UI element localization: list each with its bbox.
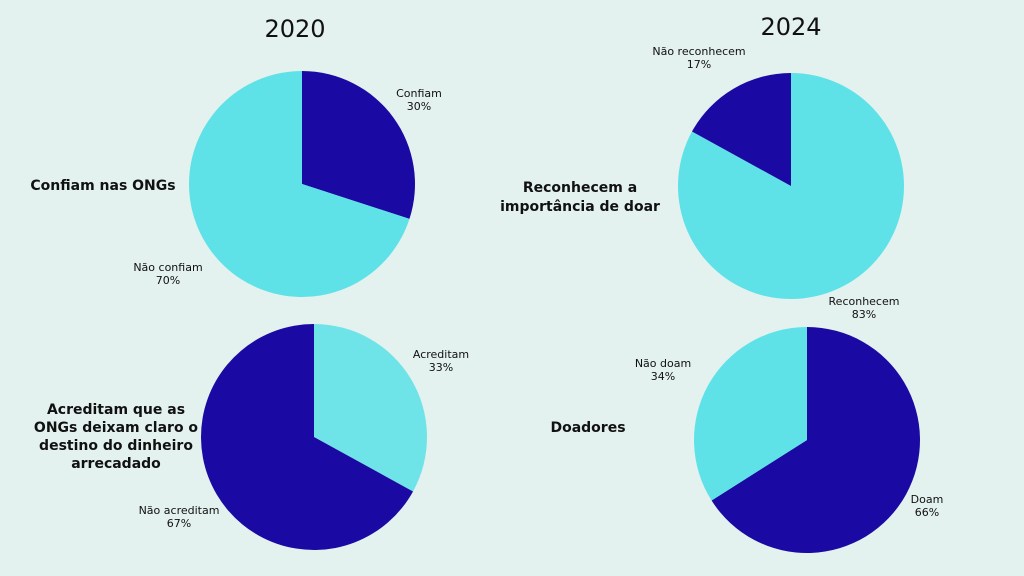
slice-label: Não doam (635, 357, 691, 370)
pie-title: arrecadado (71, 456, 161, 472)
slice-label: Doam (911, 493, 944, 506)
slice-label: Não reconhecem (652, 45, 745, 58)
slice-value-label: 33% (429, 361, 453, 374)
slice-value-label: 34% (651, 370, 675, 383)
pie-title: Doadores (550, 420, 625, 436)
pie-slice (711, 327, 920, 554)
slice-value-label: 17% (687, 58, 711, 71)
slice-label: Não acreditam (139, 504, 220, 517)
pie-slice (302, 71, 415, 219)
slice-value-label: 30% (407, 100, 431, 113)
slice-label: Não confiam (133, 261, 202, 274)
pie-title: importância de doar (500, 199, 660, 215)
column-header: 2024 (760, 13, 821, 41)
slice-value-label: 83% (852, 308, 876, 321)
pie-title: Confiam nas ONGs (30, 178, 175, 194)
slice-value-label: 70% (156, 274, 180, 287)
pie-slice (314, 324, 428, 492)
pie-slice (691, 73, 791, 186)
pie-title: Acreditam que as (47, 402, 185, 418)
slice-value-label: 67% (167, 517, 191, 530)
pie-slice (189, 70, 410, 297)
pie-title: destino do dinheiro (39, 438, 193, 454)
slice-label: Confiam (396, 87, 442, 100)
pie-slice (201, 324, 414, 550)
slice-label: Reconhecem (829, 295, 900, 308)
pie-title: ONGs deixam claro o (34, 420, 199, 436)
pie-slice (693, 327, 807, 501)
slice-value-label: 66% (915, 506, 939, 519)
slice-label: Acreditam (413, 348, 469, 361)
pie-title: Reconhecem a (523, 180, 637, 196)
column-header: 2020 (264, 15, 325, 43)
